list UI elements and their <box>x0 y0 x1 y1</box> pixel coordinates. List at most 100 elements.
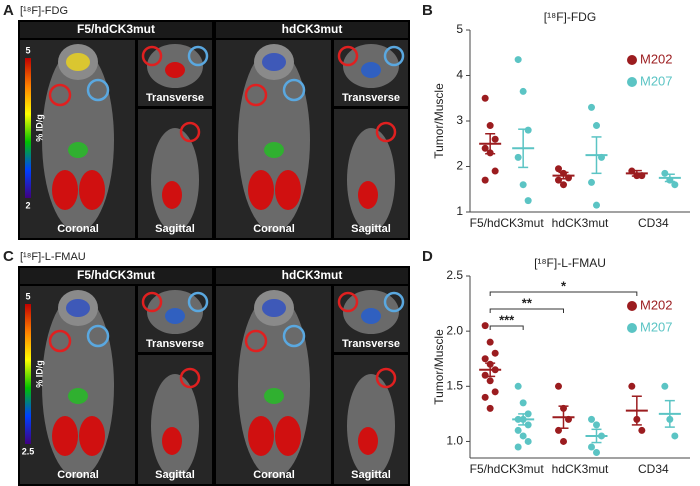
group-header <box>216 22 408 38</box>
body <box>347 374 395 478</box>
view-label: Transverse <box>342 92 400 104</box>
data-point <box>555 165 562 173</box>
significance-label: *** <box>499 312 515 327</box>
data-point <box>491 135 499 143</box>
uptake <box>162 181 182 209</box>
legend-marker <box>627 301 637 311</box>
data-point <box>519 432 527 440</box>
group-label: hdCK3mut <box>282 22 343 36</box>
significance-bracket <box>489 325 524 330</box>
panel-letter: B <box>422 2 433 19</box>
data-point <box>481 144 489 152</box>
legend-marker <box>627 55 637 65</box>
tumor-marker <box>141 291 163 313</box>
control-marker <box>282 324 306 348</box>
data-point <box>514 443 522 451</box>
control-marker <box>282 78 306 102</box>
data-point <box>588 103 595 111</box>
data-point <box>486 338 494 346</box>
tumor-marker <box>48 83 72 107</box>
view-label: Transverse <box>146 338 204 350</box>
uptake <box>165 308 185 324</box>
panel-letter: A <box>3 2 14 19</box>
group-label: F5/hdCK3mut <box>77 268 155 282</box>
data-point <box>514 153 522 161</box>
tumor-marker <box>337 291 359 313</box>
data-point <box>486 377 494 385</box>
uptake <box>275 170 301 210</box>
y-tick-label: 5 <box>456 22 463 36</box>
body <box>151 128 199 232</box>
data-point <box>628 382 636 390</box>
legend-label: M207 <box>640 319 673 334</box>
data-point <box>519 181 527 189</box>
data-point <box>491 167 499 175</box>
data-point <box>661 382 669 390</box>
uptake <box>358 181 378 209</box>
significance-bracket <box>489 308 564 313</box>
legend-marker <box>627 323 637 333</box>
data-point <box>593 201 600 209</box>
uptake <box>79 170 105 210</box>
data-point <box>481 355 489 363</box>
body <box>347 128 395 232</box>
significance-bracket <box>489 291 638 296</box>
tumor-marker <box>141 45 163 67</box>
data-point <box>671 181 679 189</box>
color-bar <box>25 58 31 198</box>
data-point <box>638 426 646 434</box>
tracer-label: [¹⁸F]-L-FMAU <box>20 251 86 263</box>
data-point <box>524 437 532 445</box>
legend-label: M207 <box>640 73 673 88</box>
group-header <box>216 268 408 284</box>
group-label: hdCK3mut <box>282 268 343 282</box>
y-tick-label: 1.0 <box>446 434 463 448</box>
x-tick-label: F5/hdCK3mut <box>470 216 545 230</box>
control-marker <box>383 45 405 67</box>
tumor-marker <box>244 329 268 353</box>
uptake <box>66 299 90 317</box>
y-tick-label: 1.5 <box>446 378 463 392</box>
view-label: Sagittal <box>351 469 391 481</box>
scale-min: 2 <box>25 200 30 210</box>
data-point <box>560 181 567 189</box>
uptake <box>52 416 78 456</box>
scale-max: 5 <box>25 45 30 55</box>
data-point <box>486 404 494 412</box>
tumor-marker <box>375 367 397 389</box>
tumor-marker <box>337 45 359 67</box>
panel-letter: C <box>3 248 14 265</box>
uptake <box>264 142 284 158</box>
data-point <box>671 432 679 440</box>
uptake <box>361 62 381 78</box>
data-point <box>519 399 527 407</box>
y-axis-label: Tumor/Muscle <box>432 329 446 405</box>
uptake <box>68 142 88 158</box>
control-marker <box>187 291 209 313</box>
group-header <box>20 268 212 284</box>
color-bar <box>25 304 31 444</box>
data-point <box>593 122 600 130</box>
data-point <box>555 382 562 390</box>
uptake <box>66 53 90 71</box>
group-label: F5/hdCK3mut <box>77 22 155 36</box>
data-point <box>486 122 494 130</box>
view-label: Coronal <box>253 223 295 235</box>
control-marker <box>86 78 110 102</box>
y-tick-label: 2.5 <box>446 268 463 282</box>
control-marker <box>86 324 110 348</box>
x-tick-label: hdCK3mut <box>552 216 609 230</box>
scale-min: 2.5 <box>22 446 35 456</box>
tumor-marker <box>179 121 201 143</box>
data-point <box>491 388 499 396</box>
view-label: Coronal <box>57 469 99 481</box>
x-tick-label: hdCK3mut <box>552 462 609 476</box>
y-tick-label: 1 <box>456 204 463 218</box>
chart-title: [¹⁸F]-L-FMAU <box>534 256 606 270</box>
view-label: Transverse <box>146 92 204 104</box>
data-point <box>661 169 669 177</box>
scale-label: % ID/g <box>34 360 44 388</box>
scale-label: % ID/g <box>34 114 44 142</box>
view-label: Sagittal <box>351 223 391 235</box>
